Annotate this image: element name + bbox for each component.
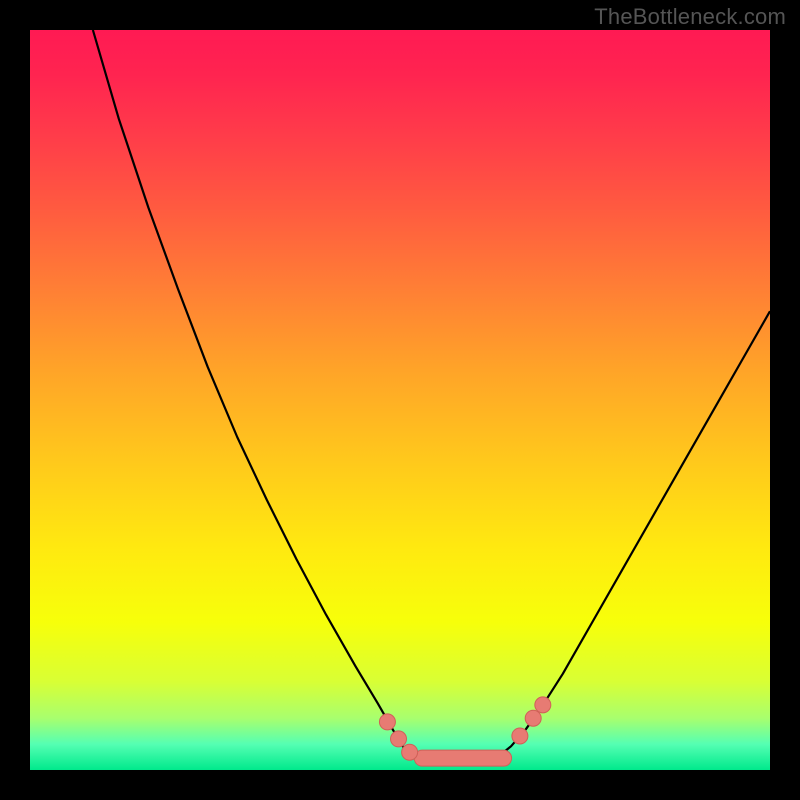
chart-stage: TheBottleneck.com xyxy=(0,0,800,800)
marker-pill xyxy=(414,750,511,766)
gradient-background xyxy=(30,30,770,770)
marker-dot xyxy=(512,728,528,744)
bottleneck-chart xyxy=(0,0,800,800)
watermark-text: TheBottleneck.com xyxy=(594,4,786,30)
marker-dot xyxy=(391,731,407,747)
marker-dot xyxy=(379,714,395,730)
marker-dot xyxy=(525,710,541,726)
marker-dot xyxy=(402,744,418,760)
marker-dot xyxy=(535,697,551,713)
